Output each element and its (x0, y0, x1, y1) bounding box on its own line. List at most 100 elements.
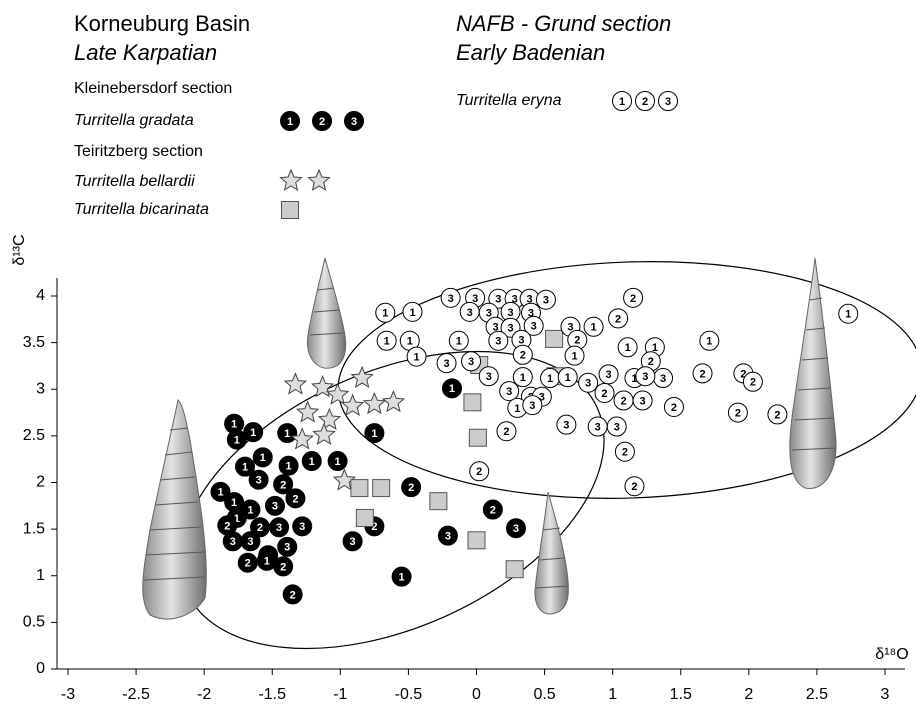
point-label: 2 (750, 377, 756, 389)
point-label: 1 (231, 419, 237, 431)
point-label: 3 (513, 523, 519, 535)
legend-entry: Turritella gradata (74, 112, 194, 129)
point-label: 3 (614, 421, 620, 433)
legend-symbol-label: 3 (351, 116, 357, 128)
y-tick-label: 3 (36, 380, 45, 397)
legend-symbol (281, 170, 302, 190)
point-label: 3 (660, 373, 666, 385)
point-label: 2 (631, 481, 637, 493)
x-tick-label: 3 (881, 686, 890, 703)
point-label: 2 (615, 313, 621, 325)
point-label: 1 (520, 372, 526, 384)
point-label: 1 (284, 428, 290, 440)
point-label: 3 (585, 378, 591, 390)
point-label: 3 (247, 536, 253, 548)
point-label: 2 (630, 293, 636, 305)
y-axis-label: δ¹³C (11, 234, 28, 265)
legend-symbol-label: 1 (287, 116, 293, 128)
point-label: 3 (606, 369, 612, 381)
point-label: 2 (280, 479, 286, 491)
legend-header: Teiritzberg section (74, 143, 203, 160)
point-label: 2 (774, 409, 780, 421)
y-tick-label: 0 (36, 660, 45, 677)
point-label: 3 (467, 307, 473, 319)
point-label: 2 (622, 447, 628, 459)
point-label: 1 (242, 462, 248, 474)
legend-symbol-label: 2 (319, 116, 325, 128)
point (506, 561, 523, 578)
legend-symbol-label: 2 (642, 96, 648, 108)
point (351, 480, 368, 497)
point-label: 2 (520, 350, 526, 362)
point-label: 1 (286, 461, 292, 473)
point-label: 2 (648, 356, 654, 368)
legend-symbol (309, 170, 330, 190)
point-label: 3 (443, 358, 449, 370)
point-label: 1 (371, 428, 377, 440)
x-axis-label: δ¹⁸O (875, 646, 908, 663)
point-label: 2 (601, 388, 607, 400)
point-label: 3 (486, 371, 492, 383)
point-label: 1 (571, 351, 577, 363)
legend-entry: Turritella bicarinata (74, 201, 209, 218)
point-label: 3 (350, 536, 356, 548)
point-label: 1 (384, 336, 390, 348)
point-label: 1 (250, 427, 256, 439)
point-label: 1 (382, 308, 388, 320)
point-label: 3 (495, 336, 501, 348)
point (297, 402, 318, 422)
legend-header: Late Karpatian (74, 40, 217, 65)
point (469, 429, 486, 446)
x-tick-label: 2 (744, 686, 753, 703)
point-label: 1 (264, 556, 270, 568)
y-tick-label: 2 (36, 474, 45, 491)
y-tick-label: 1 (36, 567, 45, 584)
x-tick-label: -1 (333, 686, 347, 703)
shell-bottom (535, 492, 568, 614)
point-label: 3 (595, 421, 601, 433)
x-tick-label: -2.5 (122, 686, 150, 703)
point (356, 509, 373, 526)
point (352, 367, 373, 387)
point-label: 1 (514, 403, 520, 415)
legend-header: Early Badenian (456, 40, 605, 65)
point-label: 2 (280, 561, 286, 573)
point-label: 2 (620, 395, 626, 407)
point-label: 3 (256, 475, 262, 487)
point-label: 3 (276, 522, 282, 534)
point-label: 3 (445, 531, 451, 543)
point-label: 1 (335, 456, 341, 468)
point (319, 409, 340, 429)
point-label: 3 (529, 400, 535, 412)
point-label: 2 (490, 504, 496, 516)
point-label: 3 (543, 295, 549, 307)
point-label: 1 (845, 309, 851, 321)
point-label: 3 (272, 501, 278, 513)
point-label: 3 (506, 386, 512, 398)
point-label: 2 (224, 520, 230, 532)
point-label: 1 (247, 504, 253, 516)
legend-header: NAFB - Grund section (456, 11, 671, 36)
x-tick-label: -3 (61, 686, 75, 703)
point-label: 3 (299, 521, 305, 533)
point-label: 3 (284, 542, 290, 554)
point-label: 2 (574, 335, 580, 347)
legend-header: Kleinebersdorf section (74, 80, 232, 97)
point (342, 395, 363, 415)
point (546, 330, 563, 347)
x-tick-label: -2 (197, 686, 211, 703)
point-label: 1 (414, 352, 420, 364)
point-label: 1 (591, 322, 597, 334)
point-label: 1 (706, 336, 712, 348)
point-label: 1 (231, 497, 237, 509)
legend-entry: Turritella eryna (456, 92, 562, 109)
y-tick-label: 3.5 (23, 334, 45, 351)
point-label: 3 (495, 294, 501, 306)
legend-entry: Turritella bellardii (74, 173, 195, 190)
point (468, 532, 485, 549)
point-label: 2 (257, 522, 263, 534)
x-tick-label: -0.5 (395, 686, 423, 703)
point-label: 3 (468, 356, 474, 368)
point-label: 1 (309, 456, 315, 468)
point-label: 2 (408, 482, 414, 494)
